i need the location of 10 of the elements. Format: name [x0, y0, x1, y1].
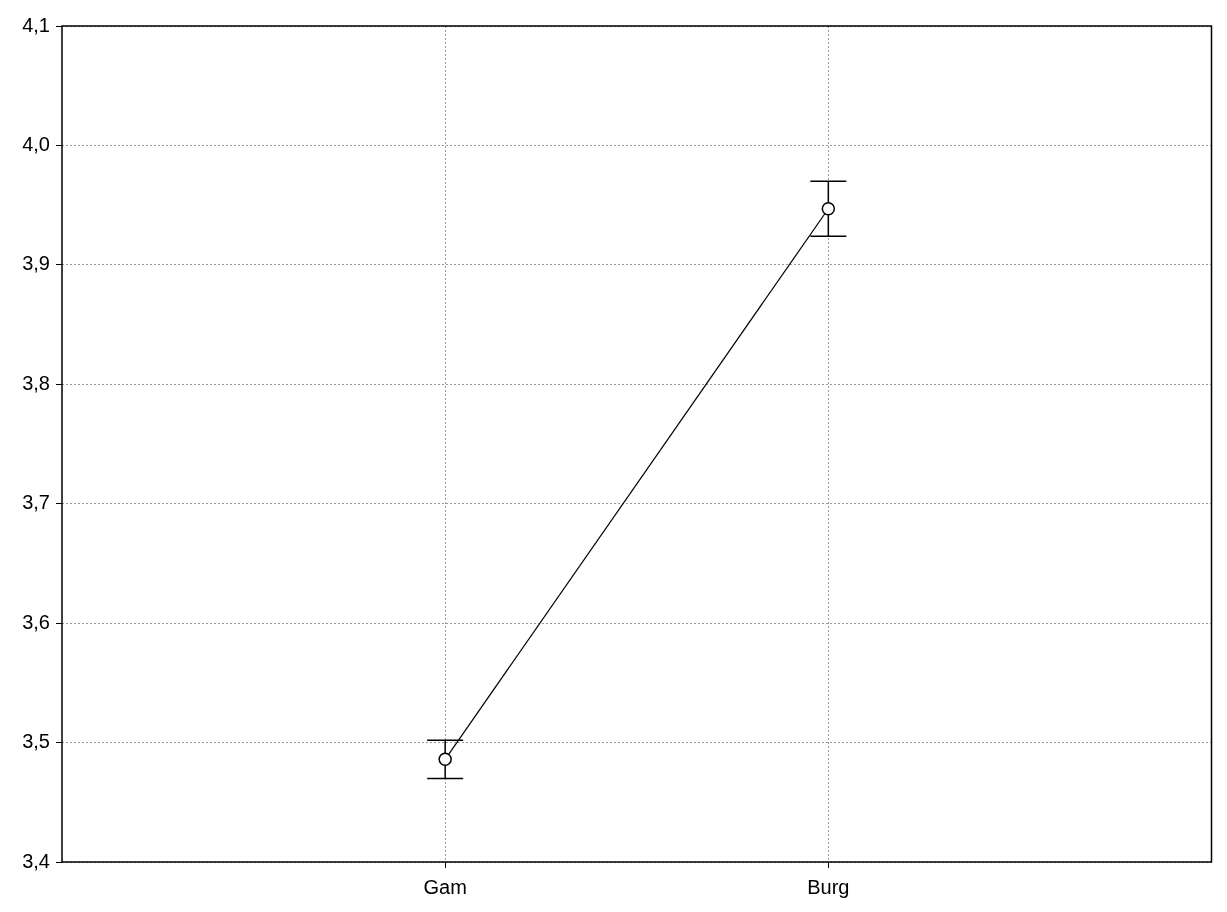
x-tick-label: Burg: [807, 875, 850, 898]
y-tick-label: 3,6: [22, 610, 50, 633]
y-tick-label: 3,5: [22, 730, 50, 753]
y-tick-label: 4,0: [22, 132, 50, 155]
y-tick-label: 3,4: [22, 849, 50, 872]
y-tick-label: 4,1: [22, 13, 50, 36]
x-tick-label: Gam: [423, 875, 467, 898]
y-tick-label: 3,8: [22, 371, 50, 394]
y-tick-label: 3,9: [22, 252, 50, 275]
y-tick-label: 3,7: [22, 491, 50, 514]
